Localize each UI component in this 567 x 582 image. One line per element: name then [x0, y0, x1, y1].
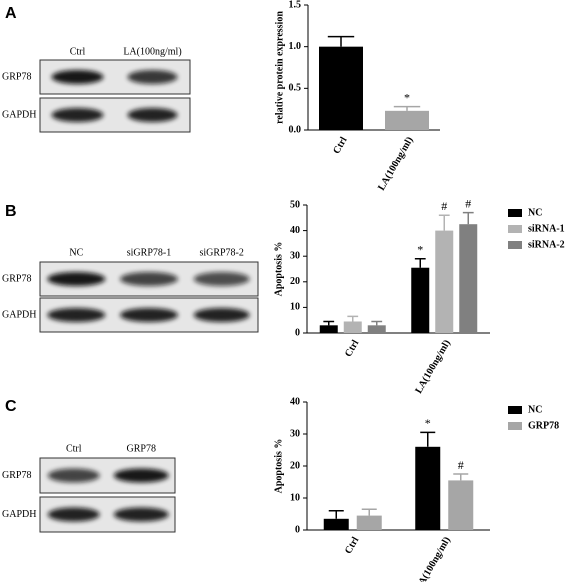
bar	[367, 325, 386, 333]
y-tick-label: 0	[295, 327, 300, 338]
row-label: GAPDH	[2, 309, 36, 320]
row-label: GRP78	[2, 273, 31, 284]
bar	[319, 325, 338, 333]
blot-band	[193, 308, 250, 322]
annotation: *	[425, 416, 431, 430]
bar	[356, 515, 382, 530]
legend-label: siRNA-2	[528, 239, 565, 250]
x-tick-label: LA(100ng/ml)	[376, 135, 416, 192]
lane-label: Ctrl	[70, 46, 86, 57]
x-tick-label: Ctrl	[343, 535, 362, 556]
y-tick-label: 20	[290, 276, 300, 287]
lane-label: GRP78	[127, 443, 156, 454]
legend-label: GRP78	[528, 420, 559, 431]
y-tick-label: 40	[290, 225, 300, 236]
legend-swatch	[508, 209, 522, 217]
blot-band	[47, 308, 106, 322]
error-bar	[438, 214, 450, 231]
bar	[323, 518, 349, 530]
x-tick-label: Ctrl	[343, 338, 362, 359]
row-label: GRP78	[2, 71, 31, 82]
y-tick-label: 0.0	[289, 124, 302, 135]
y-tick-label: 30	[290, 250, 300, 261]
row-label: GAPDH	[2, 509, 36, 520]
bar	[319, 46, 363, 130]
y-tick-label: 10	[290, 492, 300, 503]
lane-label: LA(100ng/ml)	[123, 46, 181, 57]
blot-band	[47, 468, 100, 483]
bar	[415, 446, 441, 530]
blot-band	[51, 108, 104, 122]
bar	[459, 224, 478, 333]
legend-label: NC	[528, 404, 542, 415]
error-bar	[371, 320, 383, 326]
bar	[448, 480, 474, 530]
legend-label: NC	[528, 207, 542, 218]
blot-band	[120, 272, 178, 286]
lane-label: NC	[69, 247, 83, 258]
blot-band	[47, 507, 100, 522]
y-tick-label: 40	[290, 396, 300, 407]
x-tick-label: LA(100ng/ml)	[413, 338, 453, 395]
lane-label: siGRP78-1	[127, 247, 171, 258]
panel-label: A	[5, 5, 17, 22]
y-tick-label: 30	[290, 428, 300, 439]
y-tick-label: 20	[290, 460, 300, 471]
error-bar	[462, 211, 474, 225]
y-axis-label: Apoptosis %	[273, 242, 284, 297]
y-tick-label: 10	[290, 302, 300, 313]
annotation: *	[404, 90, 410, 104]
error-bar	[361, 508, 377, 516]
x-tick-label: Ctrl	[331, 135, 350, 156]
y-tick-label: 1.0	[289, 41, 302, 52]
error-bar	[327, 35, 355, 47]
row-label: GAPDH	[2, 109, 36, 120]
legend-swatch	[508, 406, 522, 414]
x-tick-label: LA(100ng/ml)	[413, 535, 453, 582]
annotation: #	[441, 199, 447, 213]
annotation: *	[417, 243, 423, 257]
blot-band	[51, 70, 104, 84]
legend-swatch	[508, 422, 522, 430]
error-bar	[323, 320, 335, 326]
bar	[343, 321, 362, 333]
blot-band	[113, 507, 169, 522]
error-bar	[393, 105, 421, 111]
blot-band	[193, 272, 250, 286]
legend-label: siRNA-1	[528, 223, 565, 234]
lane-label: siGRP78-2	[199, 247, 243, 258]
error-bar	[328, 510, 344, 519]
lane-label: Ctrl	[66, 443, 82, 454]
bar	[411, 267, 430, 333]
legend-swatch	[508, 225, 522, 233]
bar	[435, 230, 454, 333]
annotation: #	[458, 458, 464, 472]
error-bar	[453, 473, 469, 481]
y-tick-label: 1.5	[289, 0, 302, 10]
panel-label: C	[5, 398, 17, 415]
annotation: #	[465, 196, 471, 210]
blot-band	[127, 70, 178, 84]
blot-band	[113, 468, 169, 483]
error-bar	[414, 258, 426, 268]
y-tick-label: 0.5	[289, 83, 302, 94]
row-label: GRP78	[2, 470, 31, 481]
error-bar	[420, 431, 436, 447]
y-tick-label: 0	[295, 524, 300, 535]
y-tick-label: 50	[290, 199, 300, 210]
blot-band	[127, 108, 178, 122]
blot-band	[47, 272, 106, 286]
y-axis-label: Apoptosis %	[273, 439, 284, 494]
y-axis-label: relative protein expression	[274, 11, 285, 124]
error-bar	[347, 315, 359, 322]
blot-band	[120, 308, 178, 322]
bar	[385, 110, 429, 130]
panel-label: B	[5, 203, 17, 220]
legend-swatch	[508, 241, 522, 249]
